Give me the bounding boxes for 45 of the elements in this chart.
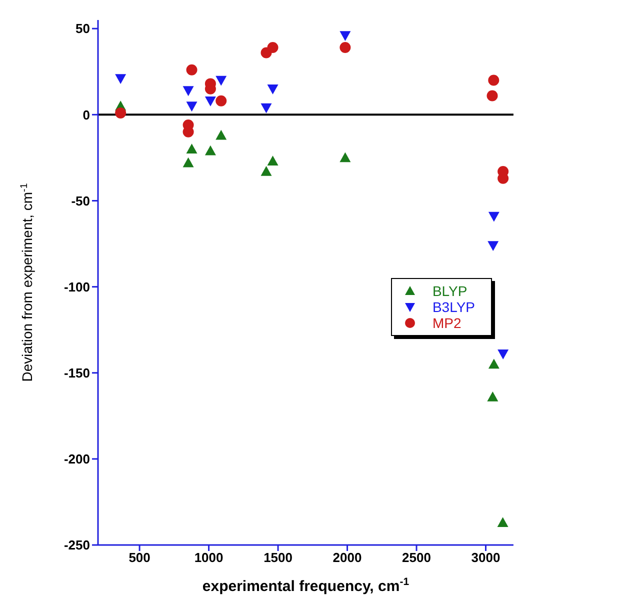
point xyxy=(186,64,198,76)
point xyxy=(267,156,278,166)
y-tick-label: 50 xyxy=(76,21,90,36)
point xyxy=(216,130,227,140)
point xyxy=(204,96,216,106)
legend-label: BLYP xyxy=(432,283,468,299)
y-tick-label: -50 xyxy=(71,193,90,208)
point xyxy=(186,102,198,112)
point xyxy=(340,152,351,162)
x-tick-label: 2500 xyxy=(402,550,431,566)
x-tick-label: 500 xyxy=(128,550,150,566)
point xyxy=(216,76,227,86)
point xyxy=(182,86,194,96)
y-tick-label: -150 xyxy=(64,365,90,380)
point xyxy=(488,358,500,369)
point xyxy=(340,31,351,41)
point xyxy=(488,74,500,86)
x-tick-label: 3000 xyxy=(471,550,500,566)
point xyxy=(498,350,509,360)
point xyxy=(488,241,499,251)
y-tick-label: -250 xyxy=(64,538,90,553)
point xyxy=(497,517,508,528)
x-axis-title: experimental frequency, cm$^{-1}$ xyxy=(202,576,410,595)
point xyxy=(115,107,126,118)
legend-label: MP2 xyxy=(432,315,462,331)
point xyxy=(204,145,216,156)
point xyxy=(487,391,498,402)
point xyxy=(260,166,272,176)
point xyxy=(216,95,227,106)
x-tick-label: 1500 xyxy=(264,550,292,566)
point xyxy=(486,90,498,102)
point xyxy=(340,42,351,54)
point xyxy=(267,42,278,54)
y-tick-label: 0 xyxy=(82,107,90,122)
point xyxy=(260,103,272,114)
point xyxy=(267,84,278,94)
x-tick-label: 2000 xyxy=(332,550,362,566)
x-tick-label: 1000 xyxy=(194,550,224,566)
legend-label: B3LYP xyxy=(432,299,475,315)
point xyxy=(115,74,126,84)
y-tick-label: -100 xyxy=(64,279,90,294)
point xyxy=(488,212,500,222)
point xyxy=(186,144,198,154)
point xyxy=(182,157,194,168)
y-tick-label: -200 xyxy=(64,452,90,467)
